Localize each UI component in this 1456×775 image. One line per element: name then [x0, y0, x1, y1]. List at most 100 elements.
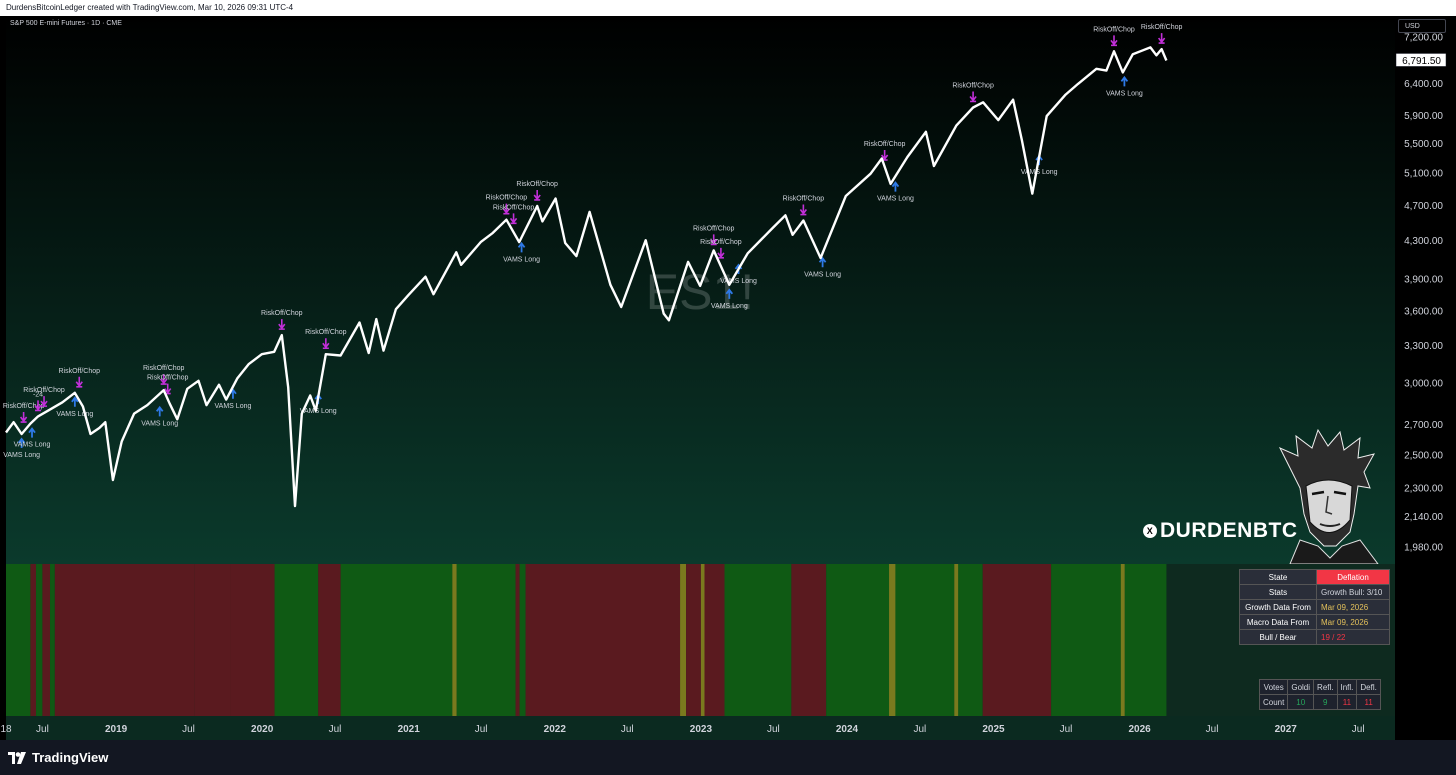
riskoff-label: RiskOff/Chop: [693, 225, 735, 232]
riskoff-label: RiskOff/Chop: [261, 310, 303, 317]
riskoff-arrow-icon: [799, 204, 808, 216]
refl-count: 9: [1313, 694, 1338, 710]
riskoff-label: RiskOff/Chop: [1093, 26, 1135, 33]
x-tick-label: Jul: [1206, 724, 1219, 735]
riskoff-arrow-icon: [19, 412, 28, 423]
x-tick-label: 2026: [1128, 724, 1151, 735]
regime-band-red: [704, 564, 725, 716]
x-tick-label: 2023: [690, 724, 713, 735]
goldi-count: 10: [1287, 694, 1315, 710]
x-tick-label: Jul: [913, 724, 926, 735]
attribution-bar: DurdensBitcoinLedger created with Tradin…: [0, 0, 1456, 16]
price-chart[interactable]: ES1! RiskOff/Chop-24RiskOff/ChopRiskOff/…: [0, 16, 1456, 740]
regime-band-green: [1051, 564, 1121, 716]
riskoff-label: RiskOff/Chop: [516, 181, 558, 188]
riskoff-label: RiskOff/Chop: [486, 195, 528, 202]
vams-arrow-icon: [71, 396, 79, 407]
riskoff-arrow-icon: [322, 338, 330, 350]
table-row: Count 10 9 11 11: [1258, 694, 1381, 710]
x-tick-label: Jul: [329, 724, 342, 735]
regime-band-red: [982, 564, 1052, 716]
x-tick-label: Jul: [767, 724, 780, 735]
vams-label: VAMS Long: [720, 278, 757, 285]
price-line: [5, 46, 1168, 508]
portrait-logo: [1278, 428, 1379, 564]
riskoff-arrow-icon: [34, 400, 42, 412]
bull-bear-value: 19 / 22: [1316, 629, 1390, 645]
y-tick-label: 2,140.00: [1404, 512, 1443, 523]
x-tick-label: 2027: [1275, 724, 1298, 735]
y-tick-label: 2,300.00: [1404, 483, 1443, 494]
riskoff-label: RiskOff/Chop: [700, 239, 742, 246]
regime-band-red: [525, 564, 681, 716]
riskoff-arrow-icon: [160, 374, 168, 385]
symbol-line[interactable]: S&P 500 E-mini Futures · 1D · CME: [10, 20, 122, 27]
riskoff-label: RiskOff/Chop: [147, 375, 189, 382]
riskoff-label: RiskOff/Chop: [59, 368, 101, 375]
votes-table: Votes Goldi Refl. Infl. Defl. Count 10 9…: [1258, 679, 1381, 710]
regime-band-red: [791, 564, 827, 716]
regime-band-green: [958, 564, 983, 716]
regime-state-table: State Deflation Stats Growth Bull: 3/10 …: [1239, 569, 1390, 645]
regime-band-green: [50, 564, 55, 716]
table-header-row: Votes Goldi Refl. Infl. Defl.: [1258, 679, 1381, 695]
vams-label: VAMS Long: [877, 196, 914, 203]
riskoff-arrow-icon: [533, 189, 541, 201]
regime-bands: [6, 564, 1167, 716]
riskoff-label: RiskOff/Chop: [864, 141, 906, 148]
y-tick-label: 5,900.00: [1404, 111, 1443, 122]
y-tick-label: 3,000.00: [1404, 378, 1443, 389]
vams-label: VAMS Long: [3, 452, 40, 459]
state-value: Deflation: [1316, 569, 1390, 585]
social-handle: X DURDENBTC: [1143, 519, 1298, 543]
vams-arrow-icon: [725, 288, 734, 299]
macro-data-label: Macro Data From: [1239, 614, 1317, 630]
x-tick-label: 2020: [251, 724, 274, 735]
table-row: Growth Data From Mar 09, 2026: [1239, 599, 1390, 615]
regime-band-red: [515, 564, 520, 716]
vams-label: VAMS Long: [1106, 90, 1143, 97]
y-tick-label: 2,500.00: [1404, 451, 1443, 462]
riskoff-label: RiskOff/Chop: [3, 403, 45, 410]
riskoff-label: RiskOff/Chop: [305, 329, 347, 336]
regime-band-red: [194, 564, 231, 716]
x-tick-label: 2024: [836, 724, 859, 735]
x-tick-label: 2021: [398, 724, 421, 735]
regime-band-yellow: [452, 564, 457, 716]
x-tick-label: 2025: [982, 724, 1005, 735]
riskoff-label: RiskOff/Chop: [952, 82, 994, 89]
vams-label: VAMS Long: [14, 442, 51, 449]
regime-band-red: [54, 564, 195, 716]
vams-arrow-icon: [17, 437, 26, 448]
riskoff-arrow-icon: [509, 213, 518, 225]
riskoff-label: RiskOff/Chop: [493, 204, 535, 211]
regime-band-green: [1124, 564, 1167, 716]
table-row: Bull / Bear 19 / 22: [1239, 629, 1390, 645]
vams-label: VAMS Long: [1021, 169, 1058, 176]
regime-band-red: [230, 564, 275, 716]
regime-band-red: [42, 564, 51, 716]
x-tick-label: Jul: [475, 724, 488, 735]
riskoff-label: RiskOff/Chop: [143, 365, 185, 372]
y-tick-label: 1,980.00: [1404, 543, 1443, 554]
regime-band-red: [30, 564, 37, 716]
regime-band-green: [274, 564, 319, 716]
riskoff-label: RiskOff/Chop: [23, 387, 65, 394]
vams-label: VAMS Long: [711, 303, 748, 310]
riskoff-label: RiskOff/Chop: [783, 196, 825, 203]
regime-band-yellow: [700, 564, 705, 716]
currency-selector[interactable]: USD: [1398, 19, 1446, 33]
regime-band-green: [724, 564, 792, 716]
infl-count: 11: [1336, 694, 1358, 710]
votes-header: Votes: [1258, 679, 1289, 695]
regime-band-yellow: [1120, 564, 1125, 716]
y-axis: 7,200.00 6,400.00 5,900.00 5,500.00 5,100.00…: [1395, 16, 1456, 740]
y-tick-label: 3,600.00: [1404, 306, 1443, 317]
riskoff-arrow-icon: [75, 376, 83, 388]
last-price-label: 6,791.50: [1395, 53, 1447, 67]
vams-arrow-icon: [1120, 75, 1129, 87]
vams-arrow-icon: [517, 241, 526, 253]
tradingview-logo[interactable]: TradingView: [8, 750, 108, 765]
vams-label: VAMS Long: [300, 408, 337, 415]
riskoff-label: RiskOff/Chop: [1141, 24, 1183, 31]
